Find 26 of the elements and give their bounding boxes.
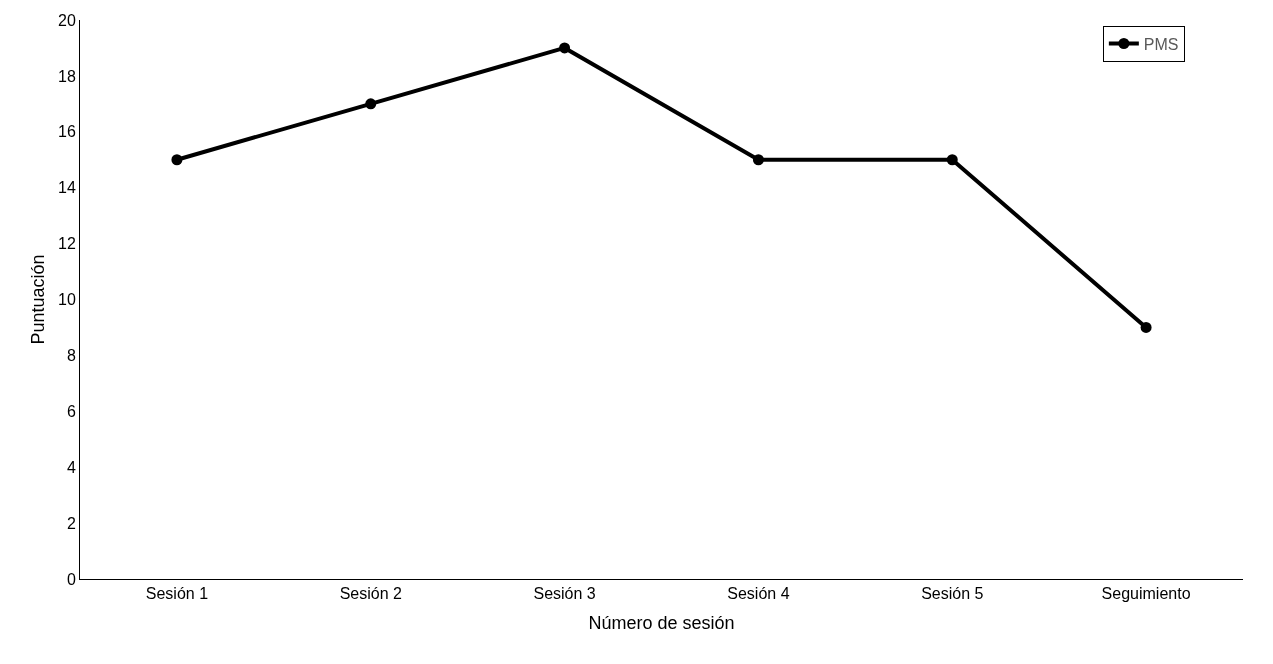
- x-tick-label: Seguimiento: [1101, 585, 1191, 603]
- y-tick-label: 14: [58, 179, 76, 197]
- y-tick-label: 20: [58, 11, 76, 29]
- y-tick-label: 2: [66, 514, 76, 532]
- legend-label: PMS: [1143, 35, 1179, 53]
- point: [946, 154, 958, 166]
- x-tick-label: Sesión 2: [339, 585, 402, 603]
- point: [752, 154, 764, 166]
- y-tick-label: 12: [58, 235, 76, 253]
- point: [1140, 321, 1152, 333]
- y-tick-label: 10: [58, 291, 76, 309]
- x-tick-label: Sesión 4: [727, 585, 790, 603]
- point: [365, 98, 377, 110]
- y-tick-label: 18: [58, 67, 76, 85]
- x-axis-title: Número de sesión: [588, 613, 735, 634]
- x-tick-label: Sesión 3: [533, 585, 596, 603]
- point: [559, 42, 571, 54]
- x-tick-label: Sesión 1: [145, 585, 209, 603]
- point: [171, 154, 183, 166]
- y-tick-label: 8: [66, 347, 76, 364]
- y-tick-label: 6: [66, 402, 76, 420]
- y-axis-title: Puntuación: [28, 254, 49, 345]
- y-tick-label: 4: [66, 458, 76, 476]
- y-tick-label: 16: [58, 123, 76, 141]
- x-tick-label: Sesión 5: [921, 585, 984, 603]
- y-tick-label: 0: [66, 570, 76, 588]
